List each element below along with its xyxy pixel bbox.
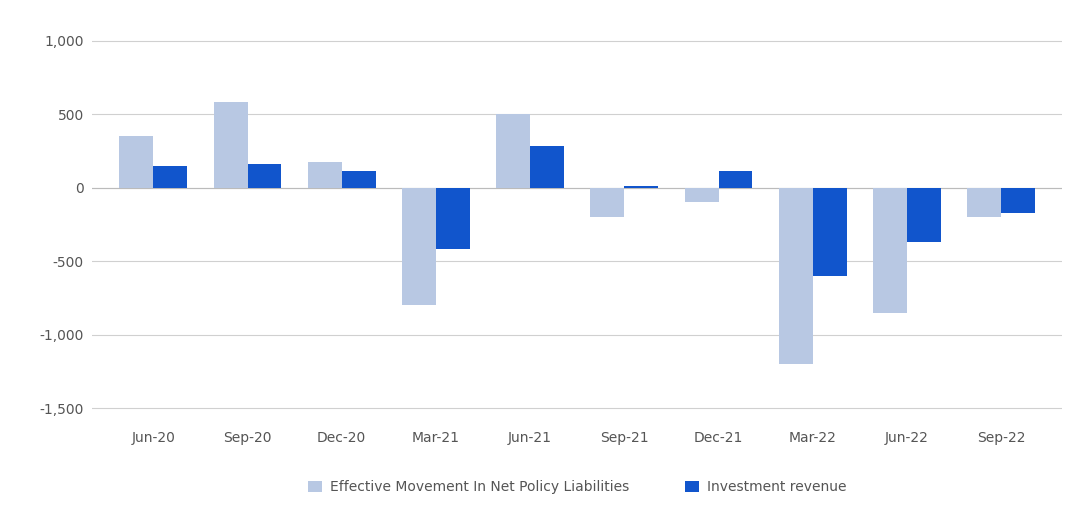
Bar — [153, 166, 188, 188]
Bar — [967, 188, 1002, 217]
Bar — [907, 188, 941, 242]
Bar — [247, 164, 282, 188]
Bar — [341, 171, 376, 188]
Bar — [778, 188, 813, 364]
Legend: Effective Movement In Net Policy Liabilities, Investment revenue: Effective Movement In Net Policy Liabili… — [302, 475, 852, 500]
Bar — [308, 162, 341, 188]
Bar — [813, 188, 847, 276]
Bar — [719, 171, 752, 188]
Bar — [685, 188, 719, 202]
Bar — [591, 188, 624, 217]
Bar — [402, 188, 436, 305]
Bar — [119, 136, 153, 188]
Bar — [1002, 188, 1035, 213]
Bar — [530, 147, 564, 188]
Bar — [873, 188, 907, 313]
Bar — [624, 186, 658, 188]
Bar — [496, 114, 530, 188]
Bar — [436, 188, 469, 249]
Bar — [214, 102, 247, 188]
